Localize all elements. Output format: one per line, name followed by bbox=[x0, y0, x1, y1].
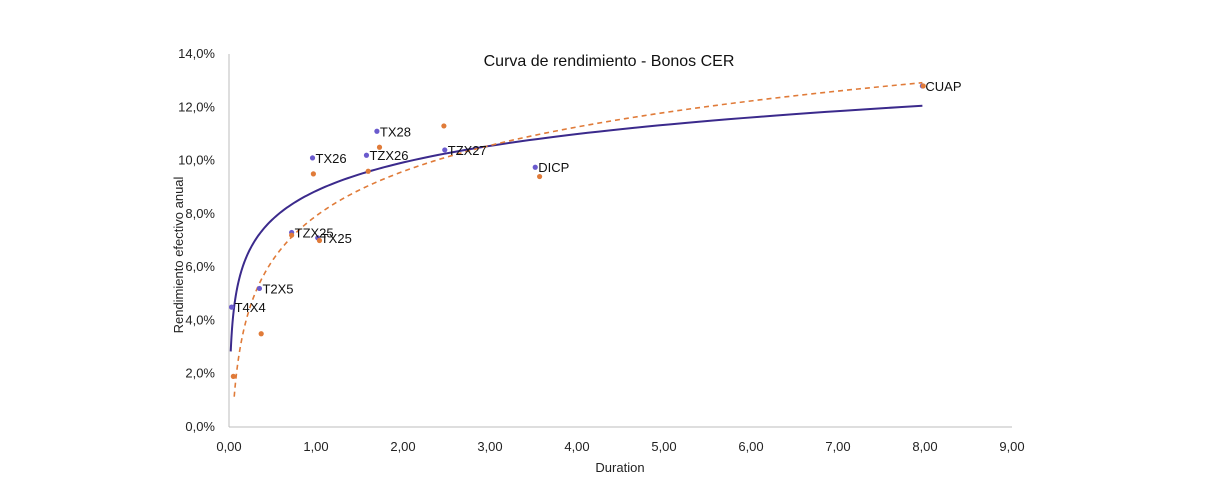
x-tick-labels: 0,00 1,00 2,00 3,00 4,00 5,00 6,00 7,00 8,00 9,00 bbox=[216, 439, 1024, 454]
trendline-1 bbox=[229, 104, 923, 352]
y-tick-label: 0,0% bbox=[185, 419, 215, 434]
x-tick-label: 5,00 bbox=[651, 439, 676, 454]
y-tick-labels: 0,0% 2,0% 4,0% 6,0% 8,0% 10,0% 12,0% 14,0% bbox=[178, 46, 215, 434]
point-label: CUAP bbox=[925, 79, 961, 94]
y-tick-label: 10,0% bbox=[178, 153, 215, 168]
x-tick-label: 8,00 bbox=[912, 439, 937, 454]
x-tick-label: 4,00 bbox=[564, 439, 589, 454]
data-point bbox=[289, 232, 295, 238]
data-point bbox=[309, 155, 316, 161]
data-point bbox=[316, 237, 323, 244]
x-tick-label: 1,00 bbox=[303, 439, 328, 454]
trendline-2 bbox=[233, 81, 923, 397]
data-point bbox=[230, 373, 236, 379]
x-tick-label: 0,00 bbox=[216, 439, 241, 454]
y-tick-label: 2,0% bbox=[185, 366, 215, 381]
point-label: TZX27 bbox=[448, 143, 487, 158]
axes bbox=[228, 54, 1012, 428]
x-tick-label: 9,00 bbox=[999, 439, 1024, 454]
data-point bbox=[376, 144, 383, 150]
y-tick-label: 8,0% bbox=[185, 206, 215, 221]
data-point bbox=[256, 285, 263, 292]
point-label: TX25 bbox=[321, 231, 352, 246]
data-point bbox=[363, 152, 370, 158]
trendlines bbox=[229, 81, 923, 397]
data-point bbox=[442, 147, 448, 153]
data-point bbox=[310, 171, 316, 177]
y-tick-label: 4,0% bbox=[185, 312, 215, 327]
chart-title: Curva de rendimiento - Bonos CER bbox=[484, 53, 735, 70]
point-label: DICP bbox=[538, 160, 569, 175]
point-label: T4X4 bbox=[235, 300, 266, 315]
data-point bbox=[920, 83, 926, 89]
data-point bbox=[536, 173, 543, 180]
x-axis-title: Duration bbox=[595, 460, 644, 475]
point-label: TZX25 bbox=[295, 226, 334, 241]
point-label: T2X5 bbox=[262, 281, 293, 296]
y-axis-title: Rendimiento efectivo anual bbox=[171, 176, 186, 333]
data-point bbox=[365, 168, 371, 174]
point-label: TZX26 bbox=[369, 148, 408, 163]
point-label: TX28 bbox=[380, 124, 411, 139]
data-points bbox=[229, 83, 926, 379]
x-tick-label: 7,00 bbox=[825, 439, 850, 454]
data-point bbox=[532, 164, 538, 170]
x-tick-label: 6,00 bbox=[738, 439, 763, 454]
data-point bbox=[258, 331, 264, 337]
x-tick-label: 3,00 bbox=[477, 439, 502, 454]
data-point bbox=[441, 123, 447, 129]
point-label: TX26 bbox=[316, 151, 347, 166]
y-tick-label: 6,0% bbox=[185, 259, 215, 274]
data-point bbox=[374, 128, 380, 134]
y-tick-label: 14,0% bbox=[178, 46, 215, 61]
y-tick-label: 12,0% bbox=[178, 99, 215, 114]
data-point bbox=[229, 304, 235, 310]
x-tick-label: 2,00 bbox=[390, 439, 415, 454]
